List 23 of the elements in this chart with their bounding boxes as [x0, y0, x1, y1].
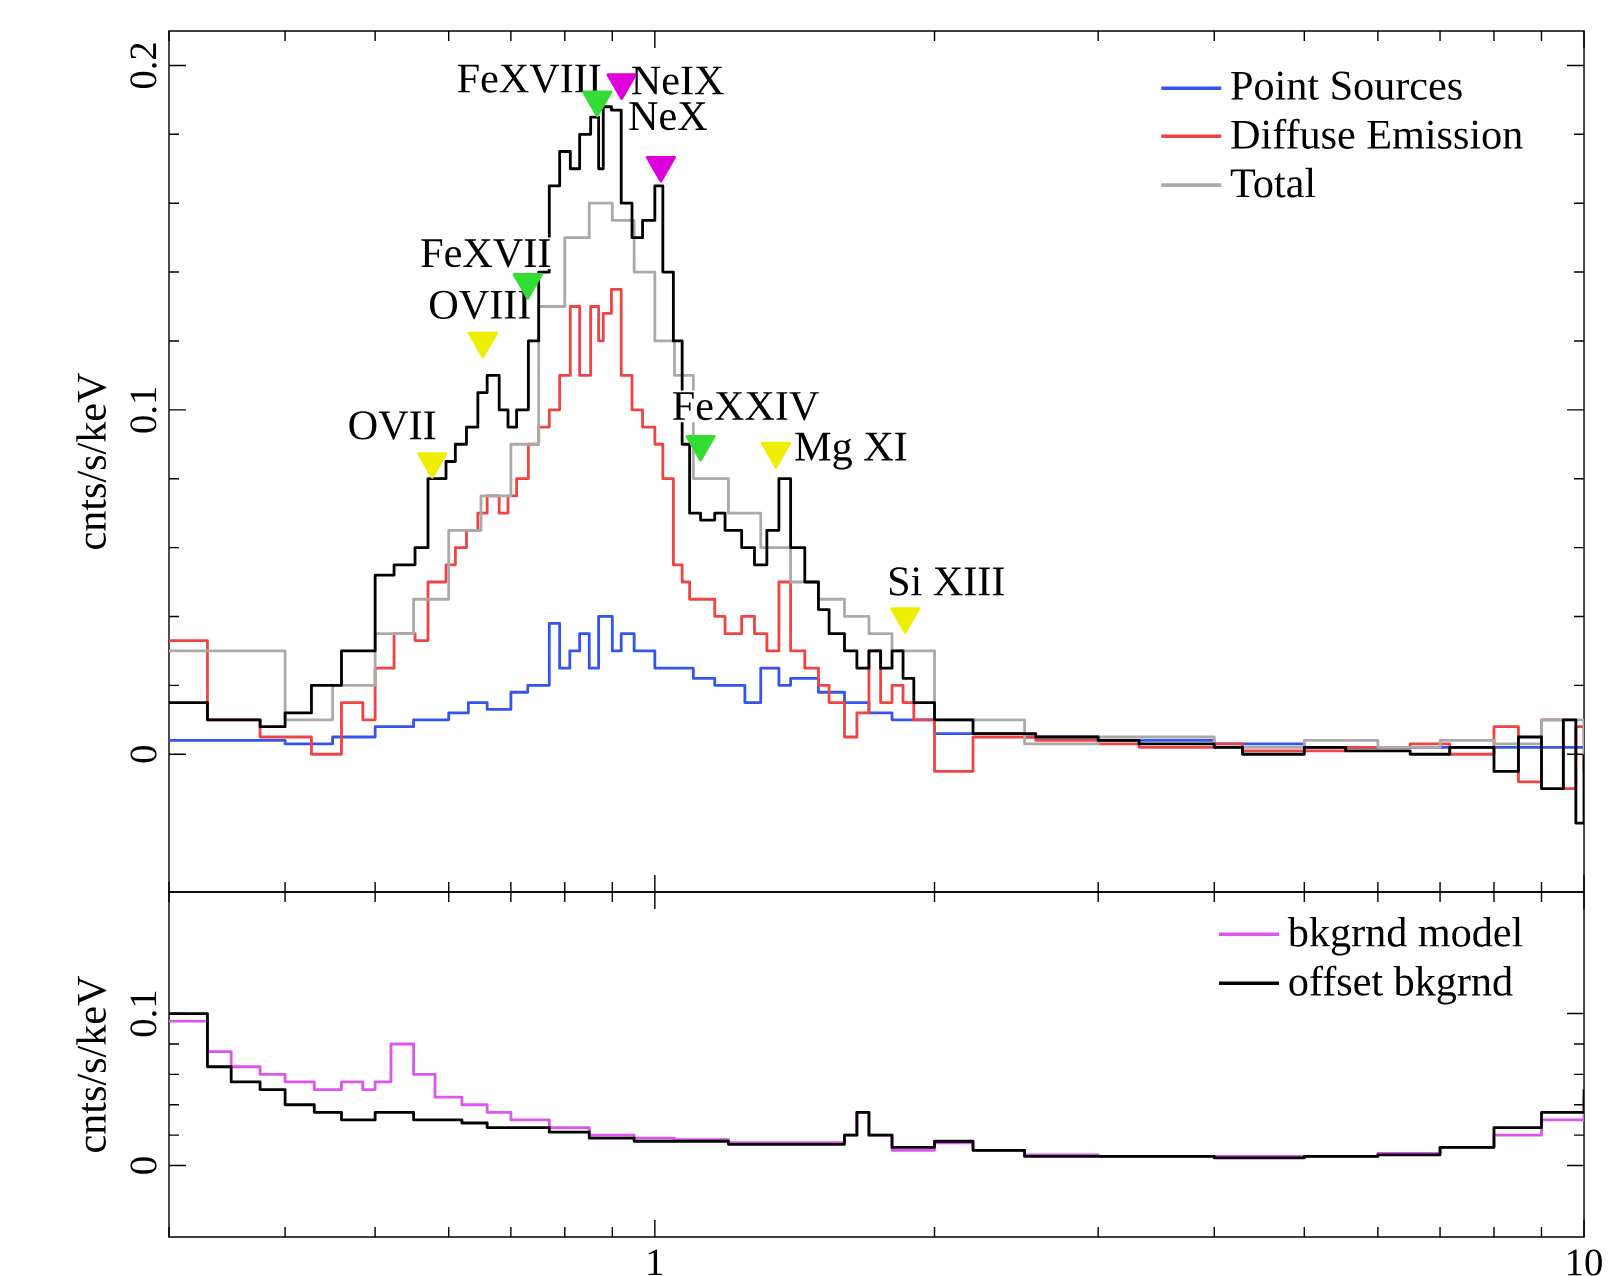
y-tick-label: 0.2: [130, 43, 157, 89]
annotation: OVII: [349, 411, 436, 440]
legend-label: bkgrnd model: [1287, 917, 1523, 956]
annotation: FeXXIV: [672, 392, 819, 421]
annotation: Mg XI: [795, 432, 907, 470]
y-tick-label: 0: [130, 746, 157, 763]
y-tick-label: 0: [130, 1157, 157, 1174]
x-tick-label: 10: [1568, 1249, 1602, 1276]
x-tick-label: 1: [648, 1249, 663, 1275]
y-tick-label: 0.1: [130, 388, 157, 433]
legend-label: Diffuse Emission: [1231, 118, 1523, 149]
annotation: Si XIII: [889, 567, 1004, 596]
y-axis-title: cnts/s/keV: [76, 975, 107, 1152]
legend-label: Total: [1230, 167, 1316, 198]
y-tick-label: 0.1: [130, 991, 157, 1037]
legend-label: offset bkgrnd: [1289, 965, 1513, 1005]
annotation: FeXVIII: [457, 64, 601, 94]
annotation: FeXVII: [421, 239, 550, 268]
y-axis-title: cnts/s/keV: [76, 372, 107, 549]
annotation: NeX: [629, 102, 707, 131]
annotation: NeIX: [632, 66, 724, 95]
legend-label: Point Sources: [1231, 71, 1462, 100]
annotation: OVIII: [430, 290, 530, 320]
